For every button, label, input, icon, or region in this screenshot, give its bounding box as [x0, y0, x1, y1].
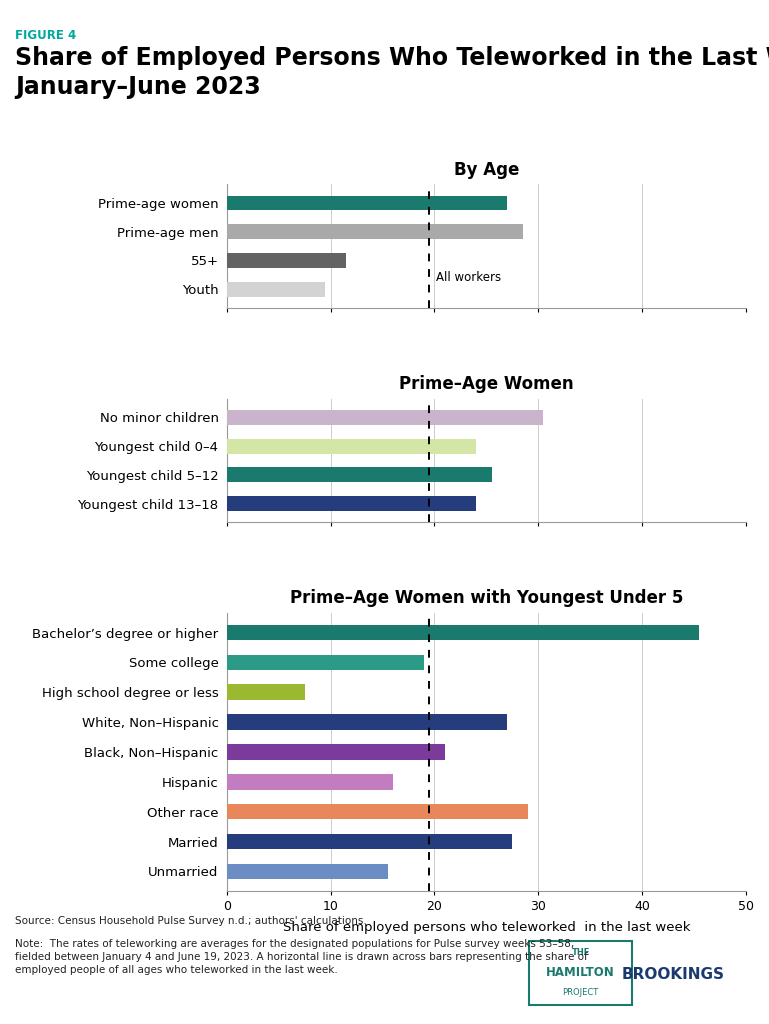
Title: Prime–Age Women with Youngest Under 5: Prime–Age Women with Youngest Under 5: [290, 590, 683, 607]
Text: HAMILTON: HAMILTON: [546, 967, 615, 979]
Text: All workers: All workers: [435, 271, 501, 284]
Text: Source: Census Household Pulse Survey n.d.; authors' calculations.: Source: Census Household Pulse Survey n.…: [15, 916, 367, 927]
Bar: [227, 804, 528, 819]
Text: Share of Employed Persons Who Teleworked in the Last Week,
January–June 2023: Share of Employed Persons Who Teleworked…: [15, 46, 769, 99]
Title: Prime–Age Women: Prime–Age Women: [399, 375, 574, 393]
FancyBboxPatch shape: [529, 940, 632, 1006]
Bar: [227, 282, 325, 297]
Bar: [227, 467, 491, 482]
Text: FIGURE 4: FIGURE 4: [15, 29, 77, 42]
Bar: [227, 410, 544, 425]
Bar: [227, 196, 508, 211]
Bar: [227, 625, 699, 640]
Text: BROOKINGS: BROOKINGS: [621, 968, 724, 982]
Bar: [227, 863, 388, 880]
Text: Note:  The rates of teleworking are averages for the designated populations for : Note: The rates of teleworking are avera…: [15, 939, 588, 976]
X-axis label: Share of employed persons who teleworked  in the last week: Share of employed persons who teleworked…: [283, 922, 690, 934]
Bar: [227, 224, 523, 240]
Bar: [227, 774, 393, 790]
Bar: [227, 834, 512, 849]
Text: PROJECT: PROJECT: [562, 988, 599, 997]
Bar: [227, 715, 508, 730]
Bar: [227, 744, 444, 760]
Title: By Age: By Age: [454, 161, 519, 178]
Bar: [227, 438, 476, 454]
Text: THE: THE: [571, 948, 590, 957]
Bar: [227, 496, 476, 511]
Bar: [227, 684, 305, 700]
Bar: [227, 654, 424, 670]
Bar: [227, 253, 346, 268]
